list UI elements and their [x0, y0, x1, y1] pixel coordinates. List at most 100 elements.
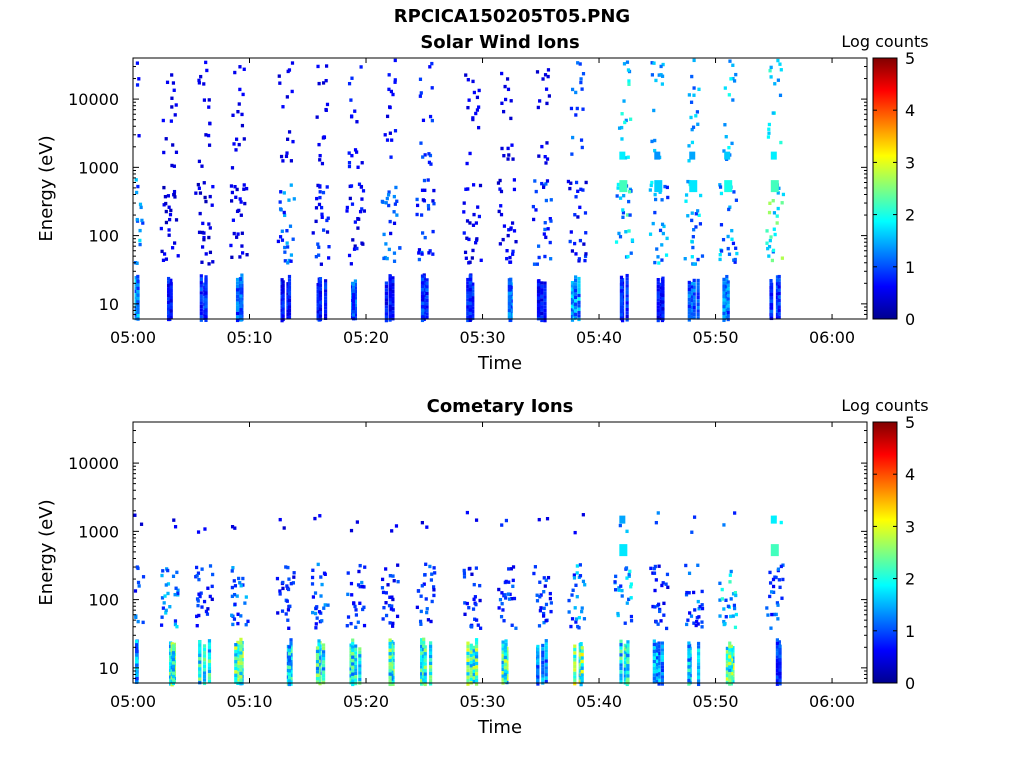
data-cell: [350, 76, 354, 80]
data-cell: [415, 203, 420, 208]
data-cell: [549, 601, 553, 605]
x-tick-label: 05:10: [226, 328, 272, 347]
data-cell: [650, 73, 655, 77]
data-cell: [659, 303, 663, 307]
data-cell: [384, 613, 389, 618]
data-cell: [692, 288, 696, 293]
data-cell: [652, 646, 656, 650]
data-cell: [235, 305, 240, 309]
data-cell: [572, 576, 577, 580]
data-cell: [427, 152, 431, 156]
data-cell: [422, 641, 426, 645]
data-cell: [197, 186, 201, 190]
data-cell: [477, 214, 482, 219]
data-cell: [652, 642, 656, 647]
data-cell: [538, 595, 542, 599]
data-cell: [665, 572, 670, 577]
data-cell: [625, 280, 629, 285]
data-cell: [720, 597, 724, 601]
data-cell: [619, 306, 624, 310]
data-cell: [687, 665, 691, 669]
data-cell: [283, 259, 287, 263]
data-cell: [235, 284, 240, 289]
data-cell: [356, 620, 360, 624]
data-cell: [392, 251, 397, 255]
data-cell: [776, 603, 780, 607]
figure-title: RPCICA150205T05.PNG: [393, 6, 631, 27]
data-cell: [199, 318, 203, 322]
data-cell: [573, 668, 577, 672]
data-cell: [137, 134, 141, 138]
data-cell: [535, 593, 539, 597]
data-cell: [619, 313, 624, 317]
data-cell: [690, 140, 695, 145]
data-cell: [625, 576, 629, 580]
data-cell: [289, 682, 293, 686]
data-cell: [425, 295, 429, 299]
data-cell: [507, 315, 511, 320]
data-cell: [732, 606, 737, 611]
data-cell: [774, 575, 778, 580]
data-cell: [511, 578, 515, 583]
data-cell: [207, 143, 212, 147]
data-cell: [134, 296, 138, 300]
data-cell: [385, 256, 389, 261]
data-cell: [169, 305, 173, 310]
data-cell: [692, 316, 696, 320]
data-cell: [512, 229, 517, 233]
data-cell: [568, 186, 572, 191]
data-cell: [391, 597, 395, 602]
data-cell: [726, 293, 730, 298]
data-cell: [471, 292, 475, 297]
data-cell: [387, 190, 391, 194]
data-cell: [287, 652, 291, 656]
data-cell: [391, 300, 395, 304]
data-cell: [618, 523, 622, 528]
data-cell: [234, 677, 238, 681]
data-cell: [202, 181, 206, 185]
data-cell: [388, 311, 392, 315]
data-cell: [778, 62, 782, 66]
data-cell: [657, 73, 661, 77]
data-cell: [577, 293, 581, 298]
data-cell: [474, 641, 479, 645]
data-cell: [280, 238, 285, 242]
data-cell: [685, 622, 689, 627]
data-cell: [734, 246, 738, 250]
data-cell: [623, 621, 627, 625]
data-cell: [321, 660, 326, 664]
data-cell: [687, 678, 691, 683]
data-cell: [281, 307, 285, 311]
data-cell: [172, 192, 176, 197]
data-cell: [236, 674, 240, 679]
data-cell: [234, 673, 238, 678]
data-cell: [695, 616, 699, 620]
data-cell: [578, 563, 582, 567]
data-cell: [542, 183, 546, 188]
x-tick-label: 05:50: [692, 328, 738, 347]
data-cell: [141, 620, 145, 625]
data-cell: [387, 73, 391, 77]
data-cell: [238, 197, 242, 201]
data-cell: [233, 184, 237, 189]
data-cell: [471, 306, 475, 310]
data-cell: [627, 79, 631, 83]
data-cell: [388, 658, 392, 663]
x-tick-label: 05:40: [576, 328, 622, 347]
data-cell: [657, 672, 661, 676]
data-cell: [660, 198, 664, 202]
data-cell: [172, 189, 177, 194]
data-cell: [354, 671, 358, 676]
data-cell: [423, 669, 427, 673]
data-cell: [392, 579, 396, 583]
data-cell: [196, 571, 201, 575]
data-cell: [696, 662, 701, 666]
data-cell: [423, 665, 427, 670]
data-cell: [619, 649, 623, 654]
data-cell: [660, 82, 664, 86]
data-cell: [420, 315, 425, 319]
data-cell: [536, 665, 540, 669]
data-cell: [316, 562, 320, 567]
data-cell: [775, 662, 779, 666]
